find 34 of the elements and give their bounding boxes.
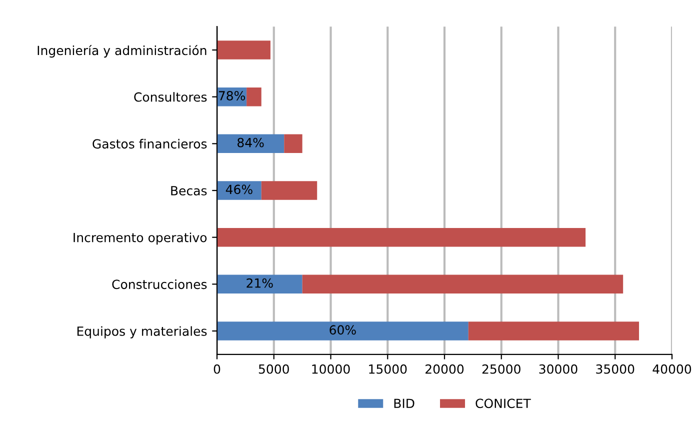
x-tick-label: 25000	[482, 364, 520, 374]
bar	[217, 228, 586, 247]
x-tick-label: 15000	[369, 364, 407, 374]
y-tick-label: Ingeniería y administración	[38, 44, 206, 58]
annotation: 78%	[218, 91, 245, 100]
x-tick-label: 35000	[596, 364, 634, 374]
annotation: 21%	[246, 278, 273, 288]
bar	[246, 87, 262, 106]
bar	[217, 274, 302, 294]
bar	[217, 40, 270, 60]
legend-label: BID	[394, 398, 414, 408]
bar	[468, 322, 640, 340]
x-tick-label: 10000	[312, 364, 350, 374]
bar	[302, 274, 624, 294]
x-tick-label: 0	[214, 364, 220, 374]
x-tick-label: 20000	[426, 364, 464, 374]
bar	[217, 134, 284, 154]
bar	[217, 181, 262, 200]
annotation: 84%	[238, 138, 264, 148]
x-tick-label: 5000	[258, 364, 289, 374]
x-tick-label: 40000	[652, 364, 692, 374]
y-tick-label: Gastos financieros	[92, 138, 207, 149]
y-tick-label: Equipos y materiales	[77, 326, 207, 338]
annotation: 46%	[226, 184, 252, 194]
bar	[217, 322, 468, 340]
x-tick-label: 30000	[539, 364, 578, 374]
y-tick-label: Construcciones	[112, 279, 207, 290]
legend-label: CONICET	[476, 398, 531, 408]
bar	[284, 134, 302, 154]
annotation: 60%	[330, 325, 356, 335]
y-tick-label: Becas	[171, 186, 207, 196]
y-tick-label: Consultores	[134, 92, 207, 102]
bar	[261, 181, 318, 200]
y-tick-label: Incremento operativo	[74, 232, 207, 245]
